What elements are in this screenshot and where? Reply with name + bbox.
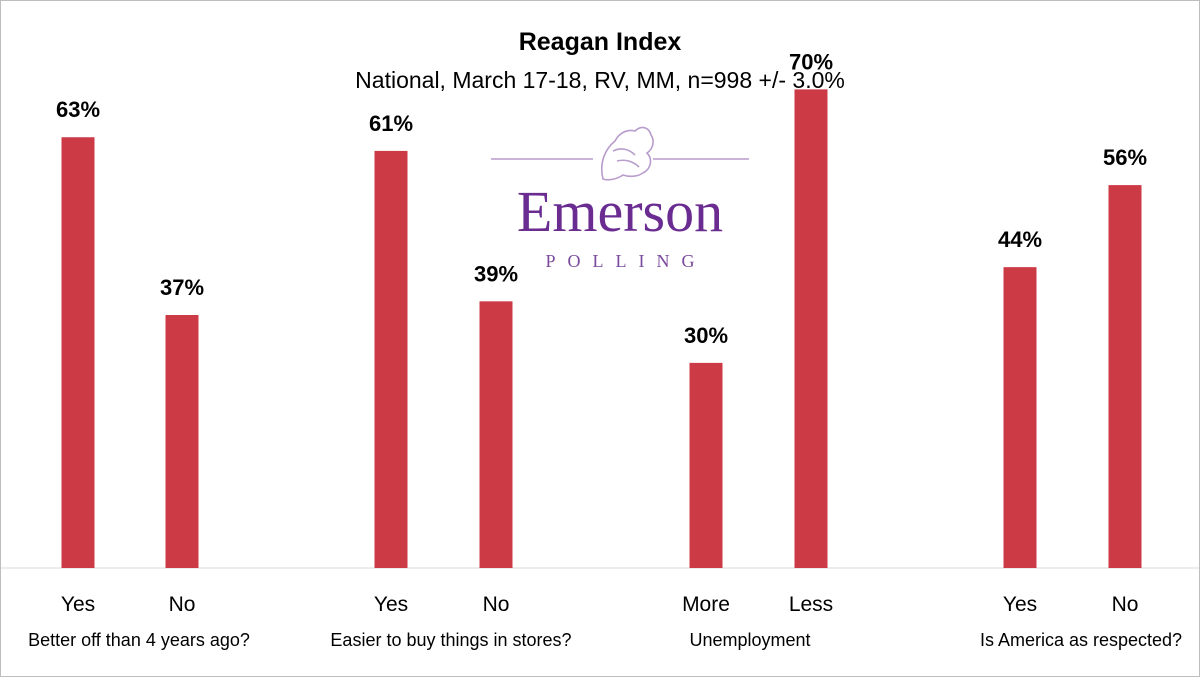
data-label-2-0: 30% bbox=[684, 323, 728, 348]
group-label-3: Is America as respected? bbox=[980, 630, 1182, 650]
category-label-0-0: Yes bbox=[61, 593, 95, 616]
bar-2-1 bbox=[794, 89, 828, 568]
bar-1-1 bbox=[479, 301, 513, 568]
chart-subtitle: National, March 17-18, RV, MM, n=998 +/-… bbox=[355, 67, 845, 93]
bar-0-1 bbox=[165, 315, 199, 568]
bar-0-0 bbox=[61, 137, 95, 569]
bars-layer: 63% Yes 37% No Better off than 4 years ago? 6… bbox=[28, 49, 1182, 650]
category-label-0-1: No bbox=[169, 593, 196, 616]
group-label-2: Unemployment bbox=[689, 630, 810, 650]
bar-3-0 bbox=[1003, 267, 1037, 568]
data-label-1-0: 61% bbox=[369, 111, 413, 136]
category-label-3-1: No bbox=[1112, 593, 1139, 616]
data-label-1-1: 39% bbox=[474, 261, 518, 286]
category-label-1-0: Yes bbox=[374, 593, 408, 616]
category-label-2-1: Less bbox=[789, 593, 833, 616]
data-label-0-0: 63% bbox=[56, 97, 100, 122]
logo-subtext: POLLING bbox=[546, 251, 707, 271]
bar-1-0 bbox=[374, 150, 408, 568]
data-label-0-1: 37% bbox=[160, 275, 204, 300]
data-label-2-1: 70% bbox=[789, 49, 833, 74]
data-label-3-1: 56% bbox=[1103, 145, 1147, 170]
emerson-polling-logo: Emerson POLLING bbox=[491, 126, 749, 271]
category-label-3-0: Yes bbox=[1003, 593, 1037, 616]
group-label-1: Easier to buy things in stores? bbox=[330, 630, 571, 650]
category-label-1-1: No bbox=[483, 593, 510, 616]
group-label-0: Better off than 4 years ago? bbox=[28, 630, 250, 650]
lion-crest-icon bbox=[491, 126, 749, 181]
data-label-3-0: 44% bbox=[998, 227, 1042, 252]
chart-title: Reagan Index bbox=[519, 28, 682, 56]
bar-3-1 bbox=[1108, 185, 1142, 568]
bar-2-0 bbox=[689, 362, 723, 568]
category-label-2-0: More bbox=[682, 593, 730, 616]
logo-wordmark: Emerson bbox=[517, 179, 723, 244]
